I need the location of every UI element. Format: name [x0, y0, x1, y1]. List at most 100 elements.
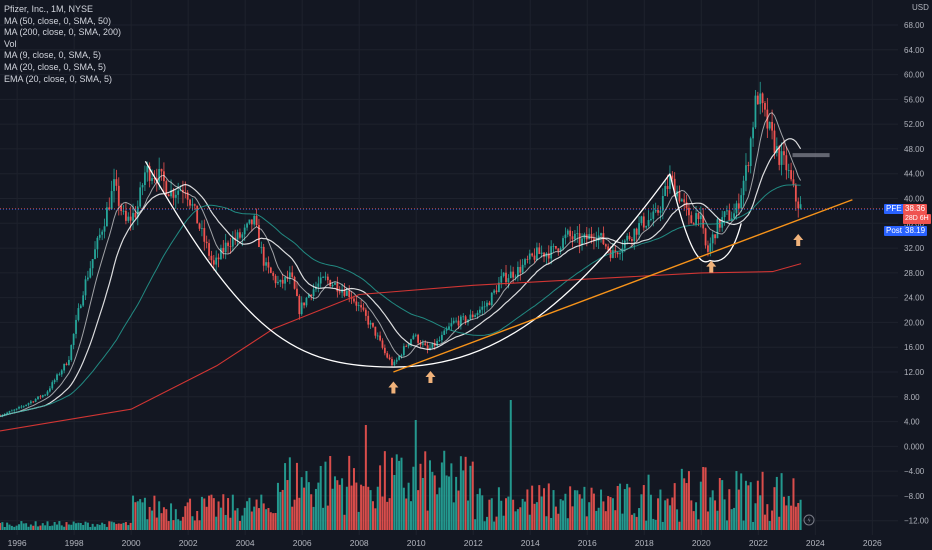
candle-body: [642, 216, 645, 228]
candle-body: [690, 215, 693, 224]
candle-body: [65, 363, 68, 365]
volume-bar: [96, 524, 99, 530]
volume-bar: [488, 499, 491, 530]
candle-body: [248, 219, 251, 224]
candle-body: [745, 165, 747, 181]
volume-bar: [124, 522, 127, 530]
year-tick-label: 2026: [863, 538, 882, 548]
volume-bar: [18, 524, 21, 530]
volume-bar: [158, 501, 161, 530]
candle-body: [562, 238, 564, 249]
up-arrow-icon: [425, 370, 436, 383]
candle-body: [307, 294, 310, 298]
volume-bar: [550, 517, 553, 530]
volume-bar: [319, 465, 322, 530]
candle-body: [709, 243, 712, 252]
candle-body: [424, 343, 427, 346]
volume-bar: [217, 501, 220, 530]
candle-body: [785, 155, 788, 171]
volume-bar: [754, 503, 757, 530]
candle-body: [678, 191, 681, 202]
candle-body: [265, 262, 267, 266]
volume-bar: [350, 485, 353, 530]
price-axis[interactable]: 68.00 64.00 60.00 56.00 52.00 48.00 44.00 40.00…: [904, 21, 929, 526]
volume-bar: [502, 515, 505, 530]
year-tick-label: 2018: [635, 538, 654, 548]
volume-bar: [683, 478, 686, 530]
volume-bar: [566, 518, 569, 530]
volume-bar: [53, 521, 56, 530]
price-tick-label: 64.00: [904, 46, 925, 55]
volume-bar: [673, 483, 676, 530]
volume-bar: [312, 506, 315, 530]
candle-body: [395, 359, 398, 362]
up-arrow-icon: [388, 381, 399, 394]
volume-bar: [604, 511, 607, 530]
volume-bar: [248, 497, 251, 530]
candle-body: [737, 203, 740, 209]
volume-bar: [82, 524, 85, 530]
candle-body: [15, 408, 18, 410]
candle-body: [654, 210, 657, 212]
volume-bar: [205, 506, 208, 530]
volume-bar: [295, 462, 298, 530]
price-tick-label: 16.00: [904, 343, 925, 352]
countdown-tag: 28D 6H: [903, 214, 931, 224]
price-tick-label: 4.00: [904, 418, 920, 427]
volume-bar: [326, 505, 329, 530]
volume-bar: [595, 510, 598, 530]
candle-body: [13, 409, 16, 411]
volume-bar: [374, 508, 377, 530]
legend-ema20[interactable]: EMA (20, close, 0, SMA, 5): [4, 73, 113, 84]
volume-bar: [645, 520, 648, 530]
legend-vol[interactable]: Vol: [4, 38, 17, 49]
legend-ma200[interactable]: MA (200, close, 0, SMA, 200): [4, 27, 122, 38]
symbol-tag: PFE: [884, 204, 904, 214]
price-tick-label: 40.00: [904, 195, 925, 204]
volume-bar: [134, 502, 137, 530]
volume-bar: [652, 518, 655, 530]
volume-bar: [718, 478, 721, 530]
candle-body: [493, 290, 496, 293]
candle-body: [393, 361, 396, 366]
candle-body: [759, 93, 762, 105]
volume-bar: [29, 524, 32, 530]
price-tick-label: 60.00: [904, 71, 925, 80]
candle-body: [383, 347, 386, 354]
volume-bar: [279, 491, 282, 530]
volume-bar: [307, 482, 310, 530]
time-axis[interactable]: 1996 1998 2000 2002 2004 2006 2008 2010 2012 2014…: [8, 538, 882, 548]
year-tick-label: 2000: [122, 538, 141, 548]
volume-bar: [740, 473, 743, 530]
lightning-icon[interactable]: [803, 514, 815, 526]
volume-bar: [51, 525, 54, 530]
candle-body: [210, 255, 213, 261]
candle-body: [369, 322, 372, 325]
volume-bar: [436, 494, 439, 530]
volume-bar: [695, 502, 698, 530]
volume-bar: [526, 489, 529, 530]
volume-bar: [381, 496, 384, 530]
volume-bar: [355, 482, 358, 530]
volume-bar: [67, 524, 70, 530]
volume-bar: [153, 495, 156, 530]
candle-body: [172, 190, 175, 198]
candle-body: [457, 320, 460, 326]
candle-body: [89, 268, 92, 278]
volume-bar: [224, 514, 227, 530]
candle-body: [783, 151, 785, 156]
volume-bar: [98, 524, 101, 530]
candle-body: [134, 212, 137, 218]
volume-bar: [8, 524, 11, 530]
volume-bar: [616, 485, 619, 530]
candle-body: [153, 178, 156, 179]
candle-body: [279, 279, 282, 282]
legend-ma50[interactable]: MA (50, close, 0, SMA, 50): [4, 15, 112, 26]
volume-bar: [105, 526, 108, 530]
year-tick-label: 2020: [692, 538, 711, 548]
legend-ma9[interactable]: MA (9, close, 0, SMA, 5): [4, 50, 102, 61]
candle-body: [566, 230, 569, 235]
volume-bar: [139, 499, 142, 530]
legend-ma20[interactable]: MA (20, close, 0, SMA, 5): [4, 61, 107, 72]
